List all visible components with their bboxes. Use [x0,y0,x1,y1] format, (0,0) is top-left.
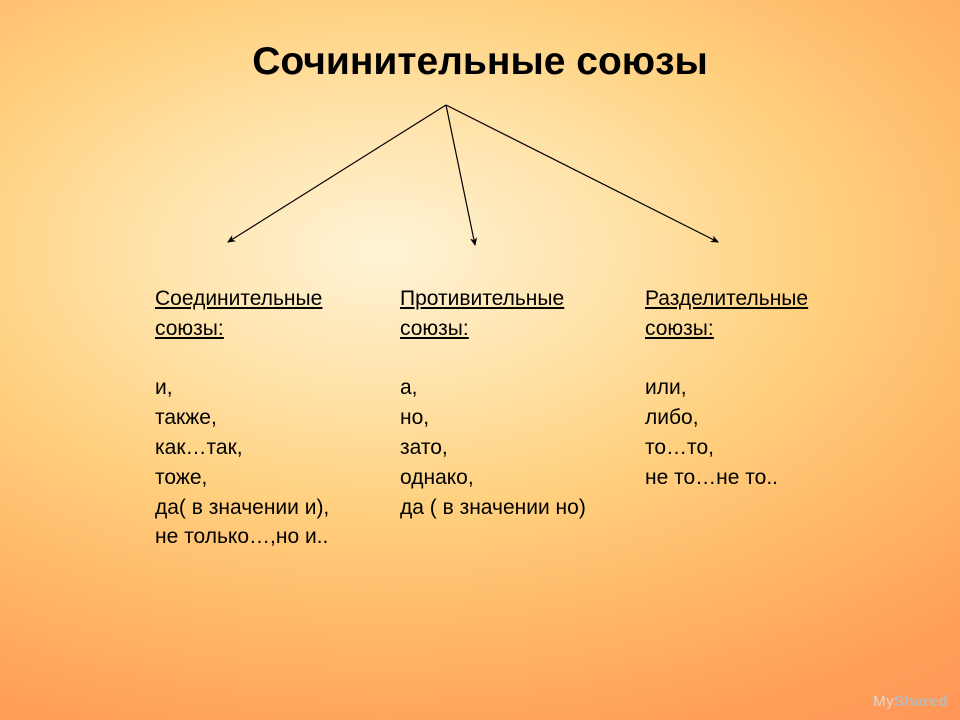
watermark: MyShared [873,693,948,710]
arrow-right [446,105,718,242]
column-header: Противительныесоюзы: [400,287,564,340]
watermark-part1: My [873,693,894,710]
slide: Сочинительные союзы Соединительныесоюзы:… [0,0,960,720]
column-disjunctive: Разделительныесоюзы: или, либо, то…то, н… [645,254,850,493]
column-connective: Соединительныесоюзы: и, также, как…так, … [155,254,400,552]
arrow-left [228,105,446,242]
column-body: а, но, зато, однако, да ( в значении но) [400,376,586,518]
watermark-part2: Shared [894,693,948,710]
arrow-middle [446,105,475,245]
column-adversative: Противительныесоюзы: а, но, зато, однако… [400,254,645,522]
column-body: или, либо, то…то, не то…не то.. [645,376,778,488]
column-header: Разделительныесоюзы: [645,287,808,340]
column-header: Соединительныесоюзы: [155,287,322,340]
column-body: и, также, как…так, тоже, да( в значении … [155,376,329,548]
slide-title: Сочинительные союзы [0,40,960,84]
columns-container: Соединительныесоюзы: и, также, как…так, … [155,254,850,552]
